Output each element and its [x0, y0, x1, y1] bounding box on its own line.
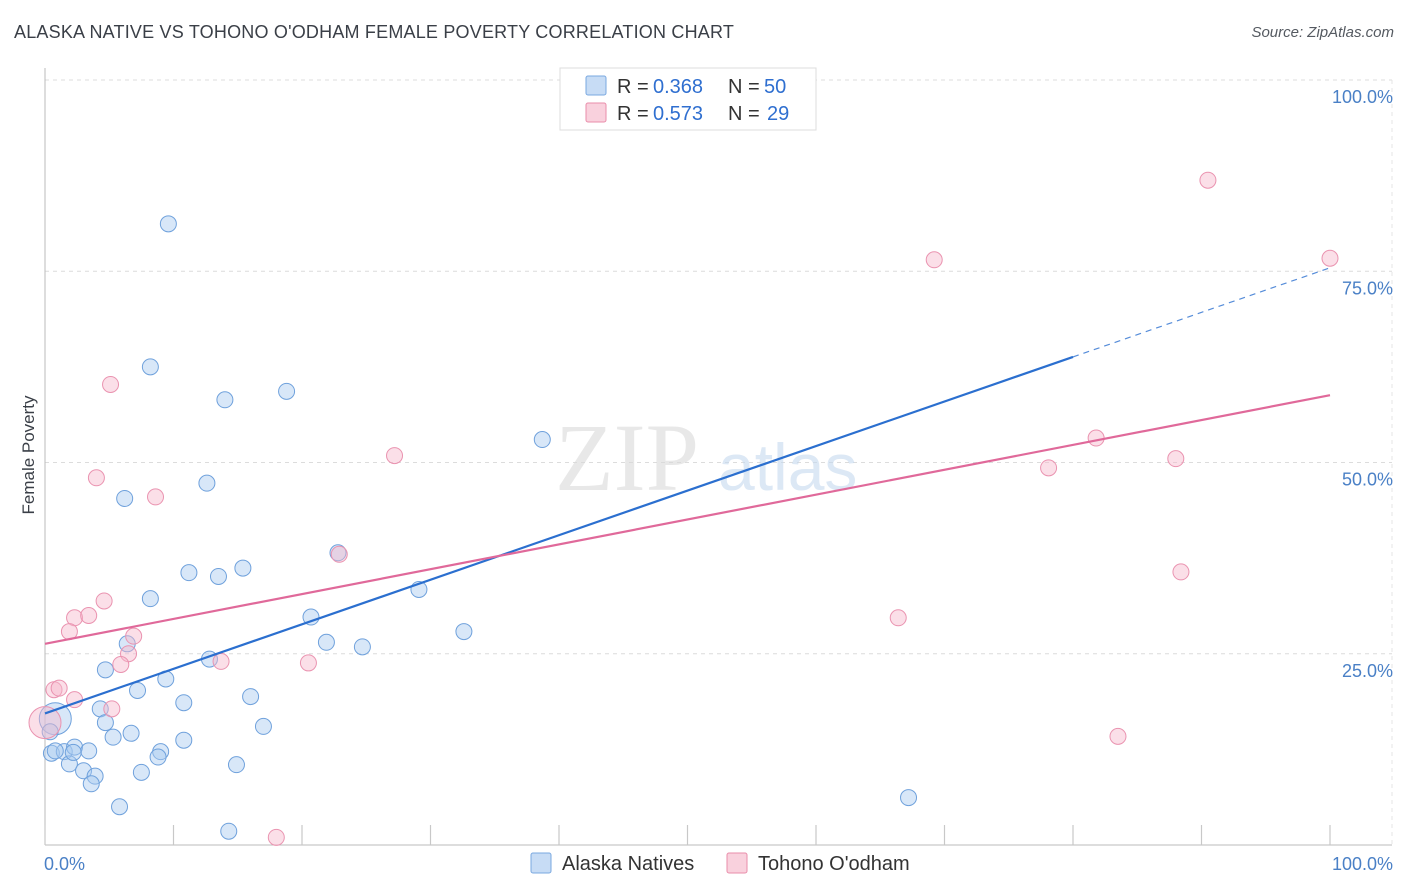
point-tohono-25 — [103, 700, 121, 718]
point-alaska-36 — [149, 748, 167, 766]
point-tohono-11 — [1172, 563, 1190, 581]
point-alaska-48 — [46, 742, 64, 760]
point-alaska-33 — [80, 742, 98, 760]
point-tohono-5 — [87, 469, 105, 487]
trend-line-alaska-extension — [1072, 267, 1331, 358]
point-alaska-38 — [86, 767, 104, 785]
point-tohono-14 — [80, 607, 98, 624]
point-alaska-4 — [116, 489, 134, 507]
point-tohono-6 — [147, 488, 165, 506]
point-alaska-23 — [175, 694, 193, 712]
point-alaska-13 — [302, 608, 320, 626]
point-alaska-39 — [132, 763, 150, 781]
point-alaska-28 — [254, 717, 272, 735]
watermark-zip: ZIP — [555, 404, 699, 511]
watermark-atlas: atlas — [718, 430, 857, 504]
legend-bottom-swatch-tohono — [726, 852, 748, 874]
point-tohono-2 — [925, 251, 943, 269]
point-alaska-9 — [209, 567, 227, 585]
legend-n-tohono: 29 — [767, 103, 789, 125]
point-tohono-9 — [1167, 450, 1185, 468]
legend-bottom-alaska: Alaska Natives — [562, 853, 694, 875]
y-tick-label: 25.0% — [1342, 661, 1393, 681]
point-tohono-21 — [299, 654, 317, 672]
point-tohono-7 — [1040, 459, 1058, 477]
legend-bottom: Alaska Natives Tohono O'odham — [530, 852, 910, 875]
legend-swatch-tohono — [585, 102, 607, 123]
legend-n-alaska: 50 — [764, 76, 786, 98]
legend-r-label: R = — [617, 76, 649, 98]
point-alaska-1 — [141, 358, 159, 376]
y-axis-title: Female Poverty — [19, 395, 38, 515]
point-alaska-40 — [227, 756, 245, 774]
point-tohono-27 — [267, 828, 285, 846]
point-alaska-32 — [66, 738, 84, 756]
y-tick-label: 100.0% — [1332, 87, 1393, 107]
point-alaska-6 — [533, 431, 551, 449]
point-alaska-19 — [96, 661, 114, 679]
x-tick-label: 0.0% — [44, 854, 85, 874]
legend-bottom-swatch-alaska — [530, 852, 552, 874]
point-alaska-16 — [353, 638, 371, 656]
point-tohono-3 — [1321, 249, 1339, 267]
point-tohono-20 — [212, 652, 230, 670]
point-tohono-28 — [28, 706, 62, 740]
point-alaska-15 — [455, 623, 473, 641]
point-tohono-17 — [889, 609, 907, 627]
point-alaska-35 — [60, 755, 78, 773]
point-tohono-0 — [102, 375, 120, 393]
point-alaska-22 — [242, 688, 260, 706]
point-tohono-8 — [1087, 429, 1105, 447]
legend-r-alaska: 0.368 — [653, 76, 703, 98]
point-tohono-16 — [125, 627, 143, 645]
source-label: Source: ZipAtlas.com — [1251, 24, 1394, 41]
data-points — [28, 71, 1339, 846]
trend-line-alaska — [44, 355, 1074, 715]
point-alaska-27 — [122, 724, 140, 742]
point-tohono-26 — [1109, 727, 1127, 745]
point-alaska-0 — [159, 215, 177, 233]
y-tick-label: 75.0% — [1342, 278, 1393, 298]
legend-n-label-2: N = — [728, 103, 760, 125]
legend-r-tohono: 0.573 — [653, 103, 703, 125]
point-tohono-23 — [50, 679, 68, 697]
trend-line-tohono — [44, 394, 1331, 645]
point-alaska-43 — [220, 822, 238, 840]
legend-top: R = 0.368 N = 50 R = 0.573 N = 29 — [559, 67, 817, 131]
grid-lines — [45, 79, 1393, 845]
legend-r-label-2: R = — [617, 103, 649, 125]
point-alaska-29 — [175, 731, 193, 749]
point-alaska-7 — [141, 590, 159, 608]
point-tohono-19 — [112, 655, 130, 673]
y-tick-label: 50.0% — [1342, 470, 1393, 490]
legend-n-label: N = — [728, 76, 760, 98]
point-tohono-12 — [95, 592, 113, 610]
point-tohono-4 — [386, 447, 404, 465]
point-alaska-21 — [129, 681, 147, 699]
point-alaska-5 — [198, 474, 216, 492]
x-tick-label: 100.0% — [1332, 854, 1393, 874]
point-alaska-44 — [900, 789, 918, 807]
legend-bottom-tohono: Tohono O'odham — [758, 853, 910, 875]
tick-labels: 25.0% 50.0% 75.0% 100.0% 0.0% 100.0% — [44, 87, 1393, 874]
point-tohono-1 — [1199, 171, 1217, 189]
point-alaska-25 — [96, 714, 114, 732]
point-alaska-14 — [317, 633, 335, 651]
trend-lines — [44, 267, 1331, 715]
legend-swatch-alaska — [585, 75, 607, 96]
point-alaska-3 — [278, 382, 296, 400]
point-alaska-8 — [180, 564, 198, 582]
point-alaska-10 — [234, 559, 252, 577]
point-alaska-26 — [104, 728, 122, 746]
point-alaska-2 — [216, 391, 234, 409]
point-alaska-47 — [64, 743, 82, 761]
axes — [44, 68, 1392, 846]
point-tohono-10 — [330, 545, 348, 563]
point-alaska-41 — [82, 775, 100, 793]
point-alaska-42 — [111, 798, 129, 816]
chart-title: ALASKA NATIVE VS TOHONO O'ODHAM FEMALE P… — [14, 22, 735, 42]
